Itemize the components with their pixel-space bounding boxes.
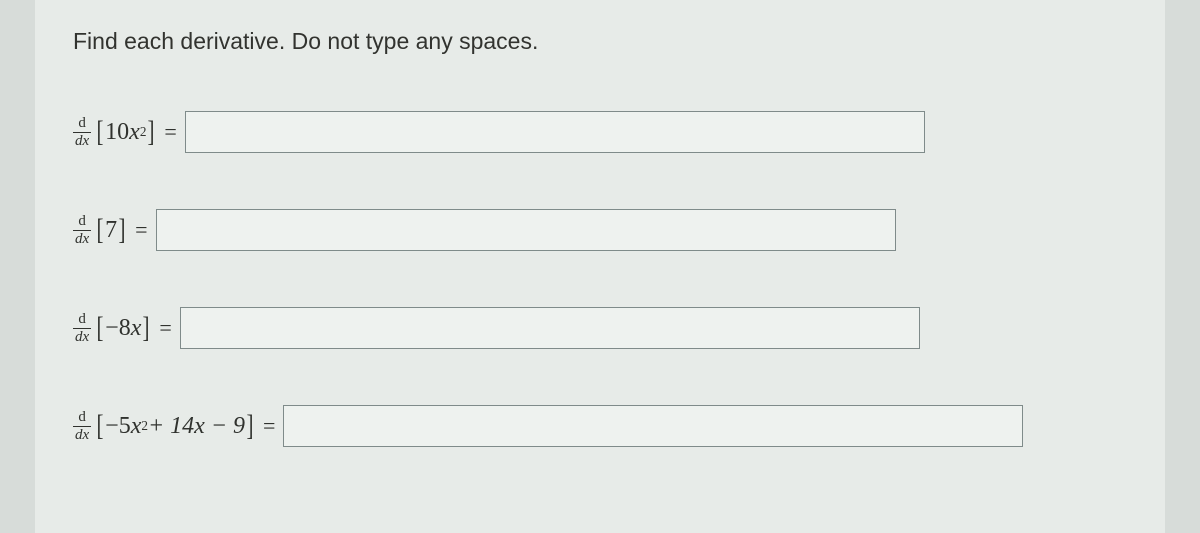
- derivative-operator: d dx: [73, 312, 91, 345]
- expression: [ 7 ]: [95, 215, 127, 245]
- question-sheet: Find each derivative. Do not type any sp…: [35, 0, 1165, 533]
- bracket-right: ]: [148, 117, 155, 147]
- answer-input[interactable]: [185, 111, 925, 153]
- frac-numerator: d: [76, 116, 88, 132]
- equals-sign: =: [263, 413, 275, 439]
- answer-input[interactable]: [283, 405, 1023, 447]
- derivative-operator: d dx: [73, 214, 91, 247]
- expression: [ −5x2 + 14x − 9 ]: [95, 411, 255, 441]
- frac-denominator: dx: [73, 132, 91, 149]
- equals-sign: =: [164, 119, 176, 145]
- expression: [ 10x2 ]: [95, 117, 156, 147]
- frac-denominator: dx: [73, 426, 91, 443]
- coefficient: 7: [105, 217, 117, 244]
- variable: x: [131, 413, 142, 440]
- derivative-operator: d dx: [73, 116, 91, 149]
- equals-sign: =: [135, 217, 147, 243]
- frac-denominator: dx: [73, 230, 91, 247]
- bracket-right: ]: [119, 215, 126, 245]
- bracket-right: ]: [143, 313, 150, 343]
- coefficient: 10: [105, 119, 129, 146]
- coefficient: −8: [105, 315, 131, 342]
- bracket-left: [: [97, 215, 104, 245]
- variable: x: [129, 119, 140, 146]
- expression-tail: + 14x − 9: [148, 413, 245, 440]
- bracket-left: [: [97, 117, 104, 147]
- expression: [ −8x ]: [95, 313, 151, 343]
- bracket-left: [: [97, 411, 104, 441]
- frac-numerator: d: [76, 410, 88, 426]
- equals-sign: =: [159, 315, 171, 341]
- problem-row: d dx [ 7 ] =: [73, 209, 1127, 251]
- problem-row: d dx [ −8x ] =: [73, 307, 1127, 349]
- answer-input[interactable]: [180, 307, 920, 349]
- derivative-operator: d dx: [73, 410, 91, 443]
- answer-input[interactable]: [156, 209, 896, 251]
- bracket-right: ]: [247, 411, 254, 441]
- variable: x: [131, 315, 142, 342]
- frac-numerator: d: [76, 214, 88, 230]
- instruction-text: Find each derivative. Do not type any sp…: [73, 28, 1127, 55]
- coefficient: −5: [105, 413, 131, 440]
- bracket-left: [: [97, 313, 104, 343]
- frac-denominator: dx: [73, 328, 91, 345]
- problem-row: d dx [ −5x2 + 14x − 9 ] =: [73, 405, 1127, 447]
- frac-numerator: d: [76, 312, 88, 328]
- problem-row: d dx [ 10x2 ] =: [73, 111, 1127, 153]
